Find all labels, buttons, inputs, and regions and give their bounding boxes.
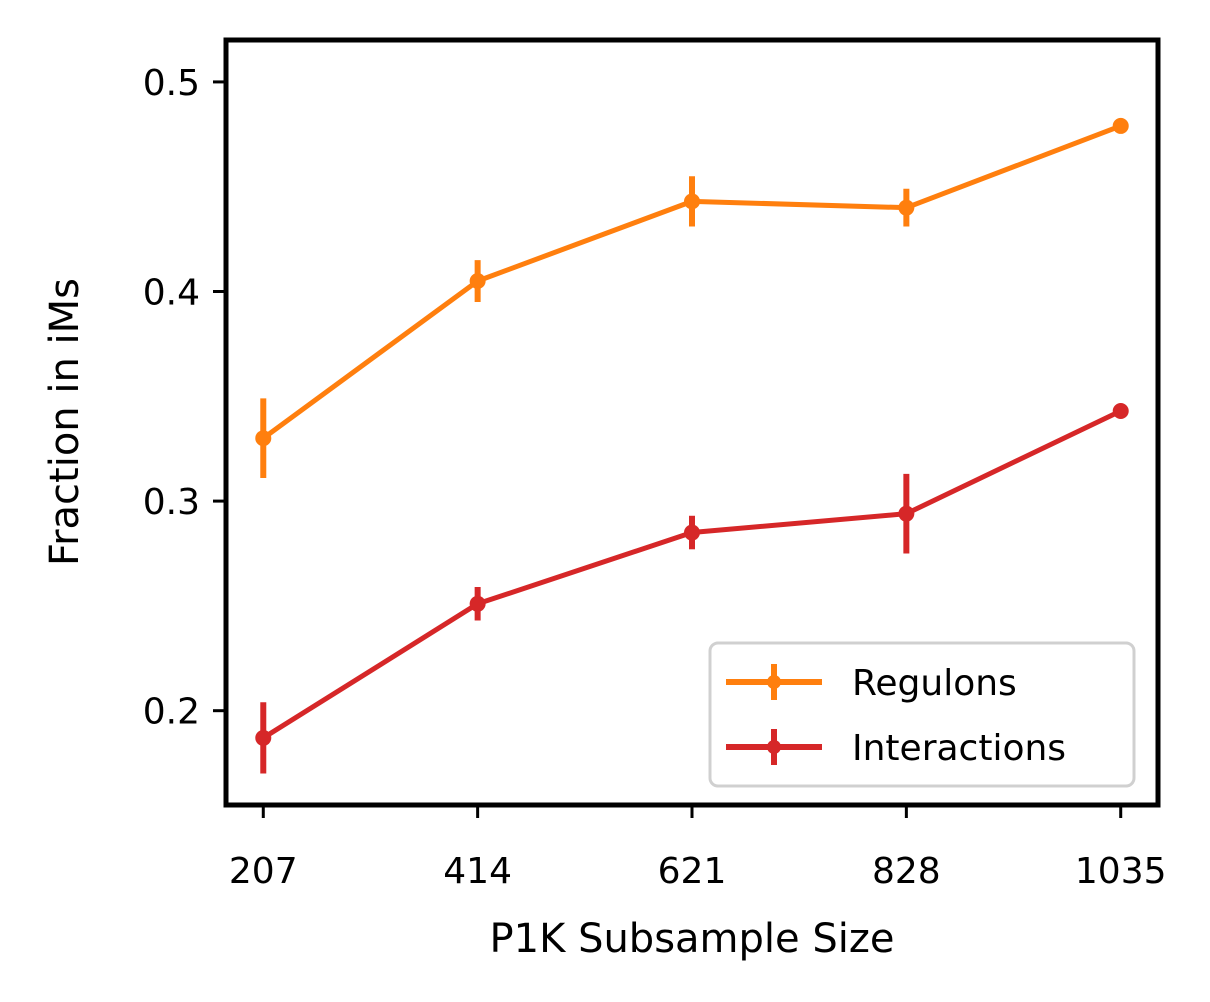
series-line (261, 123, 1122, 441)
legend-entry-regulons: Regulons (726, 663, 1017, 704)
legend-entry-interactions: Interactions (726, 728, 1066, 769)
x-axis-title: P1K Subsample Size (490, 916, 895, 962)
data-point (1112, 117, 1129, 134)
y-tick-label: 0.2 (143, 692, 200, 733)
axis-ticks: 207 414 621 828 1035 0.2 0.3 0.4 0.5 (143, 63, 1167, 892)
data-point (684, 193, 700, 210)
data-point (469, 273, 486, 290)
data-point (898, 199, 915, 216)
plot-frame (223, 37, 1161, 808)
data-point (255, 430, 272, 447)
plot-series (255, 117, 1129, 774)
y-axis-title: Fraction in iMs (42, 278, 88, 566)
legend-marker-dot (767, 740, 781, 754)
series-regulons (255, 117, 1129, 479)
x-tick-label: 414 (443, 851, 512, 892)
x-tick-label: 1035 (1075, 851, 1167, 892)
legend-label: Regulons (852, 663, 1017, 704)
legend-label: Interactions (852, 728, 1066, 769)
x-tick-label: 207 (229, 851, 298, 892)
data-point (1112, 402, 1129, 419)
x-tick-label: 828 (872, 851, 941, 892)
data-point (469, 595, 486, 612)
x-tick-label: 621 (658, 851, 727, 892)
legend-box (708, 641, 1136, 788)
y-tick-label: 0.4 (143, 273, 200, 314)
legend-marker-dot (767, 675, 781, 689)
y-tick-label: 0.5 (143, 63, 200, 104)
legend: Regulons Interactions (708, 641, 1136, 788)
y-tick-label: 0.3 (143, 482, 200, 523)
data-point (684, 524, 700, 541)
series-interactions (255, 402, 1129, 774)
data-point (898, 505, 915, 522)
data-point (255, 729, 272, 746)
